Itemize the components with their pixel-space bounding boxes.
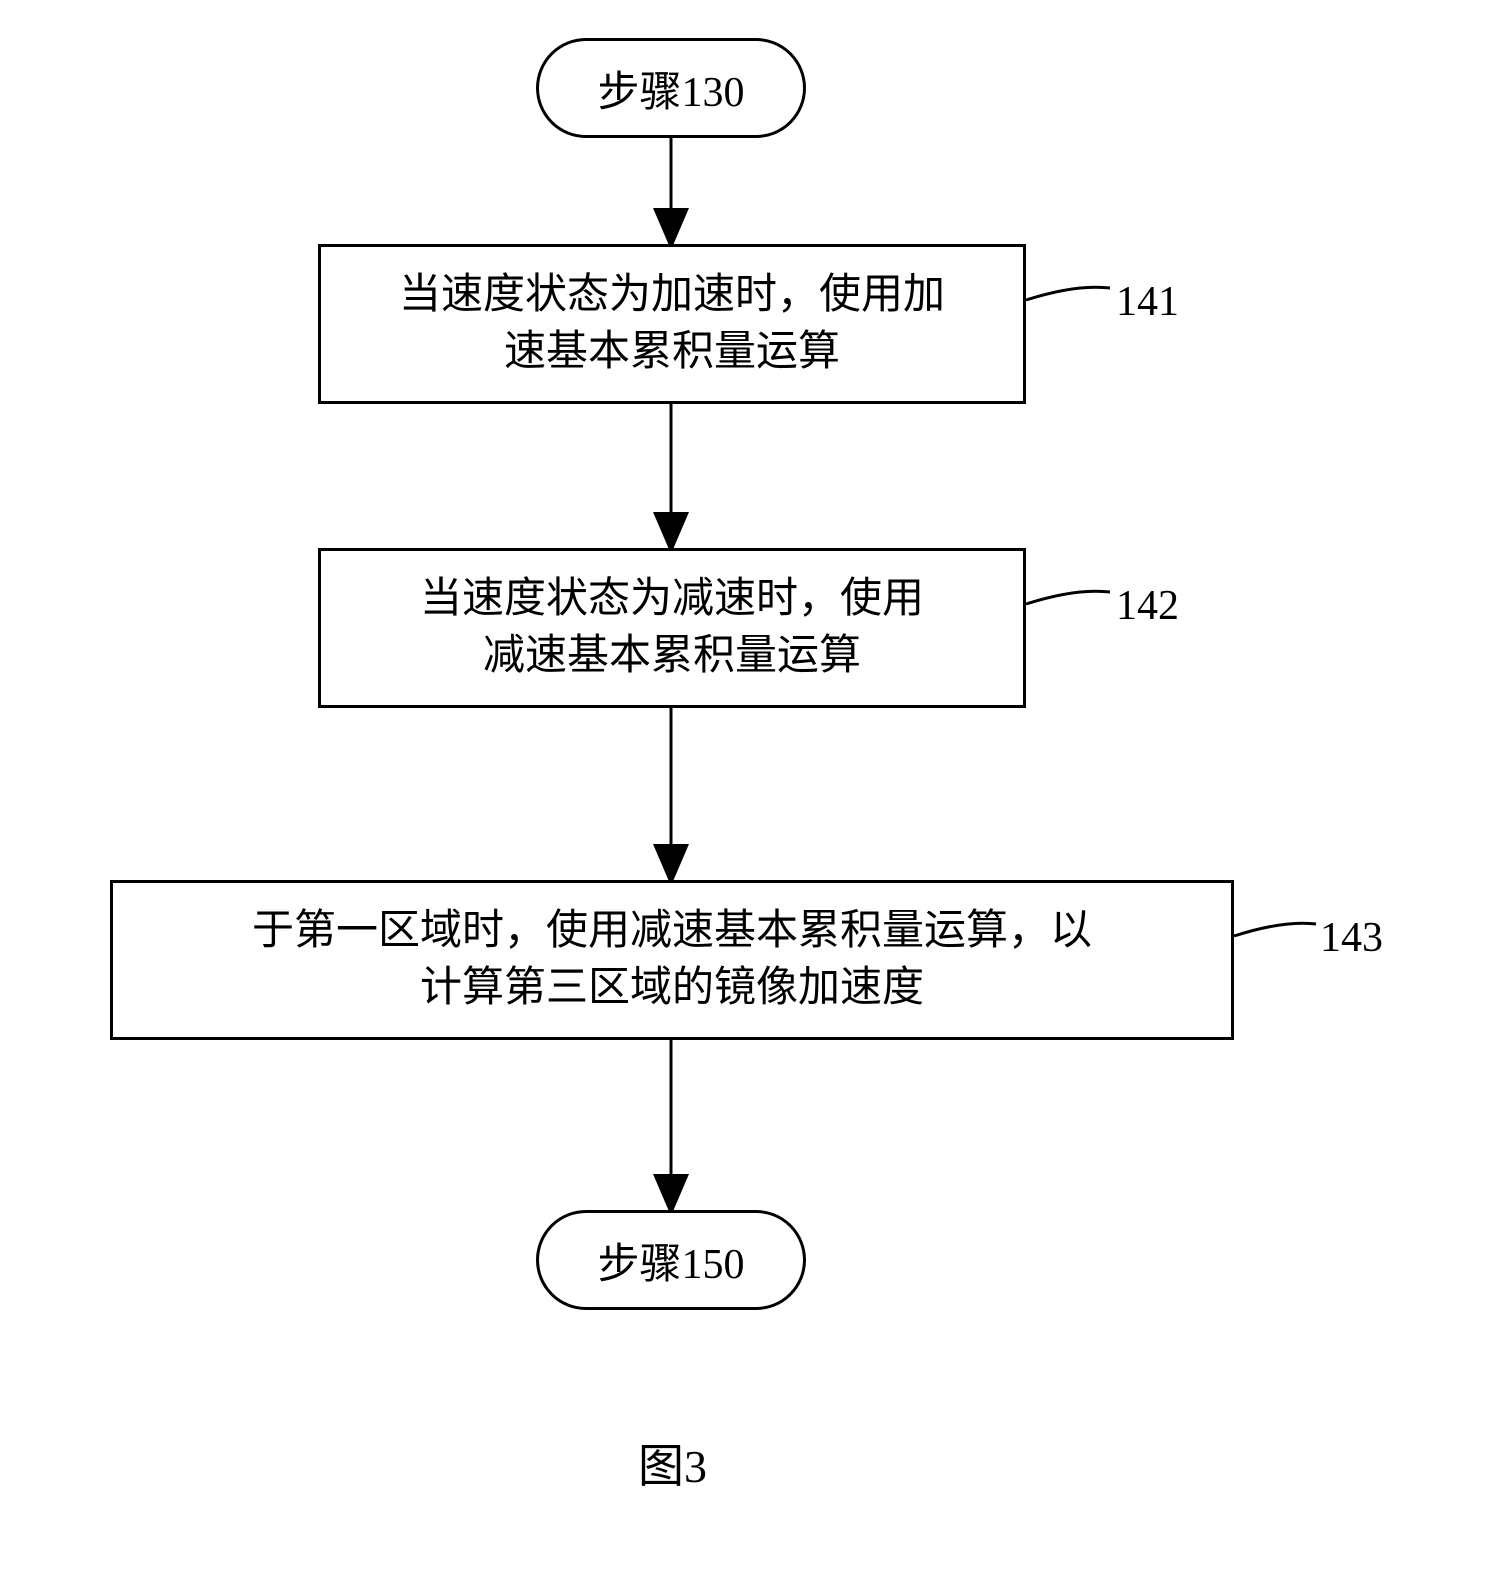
terminator-start-text: 步骤130 [583, 58, 758, 119]
terminator-end-text: 步骤150 [583, 1230, 758, 1291]
step-label-143: 143 [1320, 914, 1383, 962]
step-label-142: 142 [1116, 582, 1179, 630]
process-141: 当速度状态为加速时，使用加速基本累积量运算 [318, 244, 1026, 404]
step-label-141: 141 [1116, 278, 1179, 326]
figure-caption: 图3 [638, 1430, 707, 1496]
step-label-143-text: 143 [1320, 915, 1383, 961]
terminator-end: 步骤150 [536, 1210, 806, 1310]
connectors-layer [0, 0, 1504, 1588]
process-141-text: 当速度状态为加速时，使用加速基本累积量运算 [385, 267, 959, 380]
process-142: 当速度状态为减速时，使用减速基本累积量运算 [318, 548, 1026, 708]
figure-caption-text: 图3 [638, 1441, 707, 1492]
flowchart-canvas: 步骤130 当速度状态为加速时，使用加速基本累积量运算 当速度状态为减速时，使用… [0, 0, 1504, 1588]
process-143-text: 于第一区域时，使用减速基本累积量运算，以计算第三区域的镜像加速度 [238, 903, 1106, 1016]
process-143: 于第一区域时，使用减速基本累积量运算，以计算第三区域的镜像加速度 [110, 880, 1234, 1040]
step-label-141-text: 141 [1116, 279, 1179, 325]
step-label-142-text: 142 [1116, 583, 1179, 629]
terminator-start: 步骤130 [536, 38, 806, 138]
process-142-text: 当速度状态为减速时，使用减速基本累积量运算 [406, 571, 938, 684]
